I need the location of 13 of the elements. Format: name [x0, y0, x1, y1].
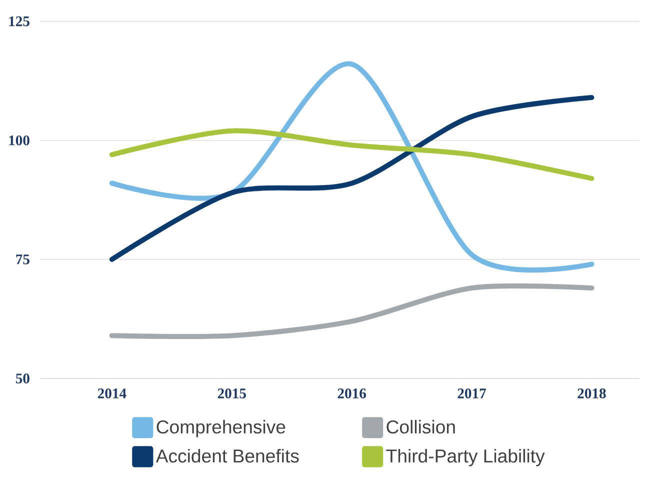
x-tick-label: 2017 — [458, 388, 486, 398]
legend-label: Accident Benefits — [156, 448, 299, 463]
x-tick-label: 2014 — [98, 388, 126, 398]
legend-label: Third-Party Liability — [386, 448, 545, 466]
x-tick-label: 2016 — [338, 388, 366, 398]
y-tick-label: 75 — [16, 254, 30, 264]
x-tick-label: 2015 — [218, 388, 246, 398]
y-tick-label: 50 — [16, 374, 30, 384]
legend-label: Comprehensive — [156, 420, 286, 438]
y-tick-label: 100 — [9, 135, 30, 146]
y-tick-label: 125 — [9, 16, 30, 26]
legend-label: Collision — [386, 420, 455, 434]
x-tick-label: 2018 — [578, 388, 606, 398]
